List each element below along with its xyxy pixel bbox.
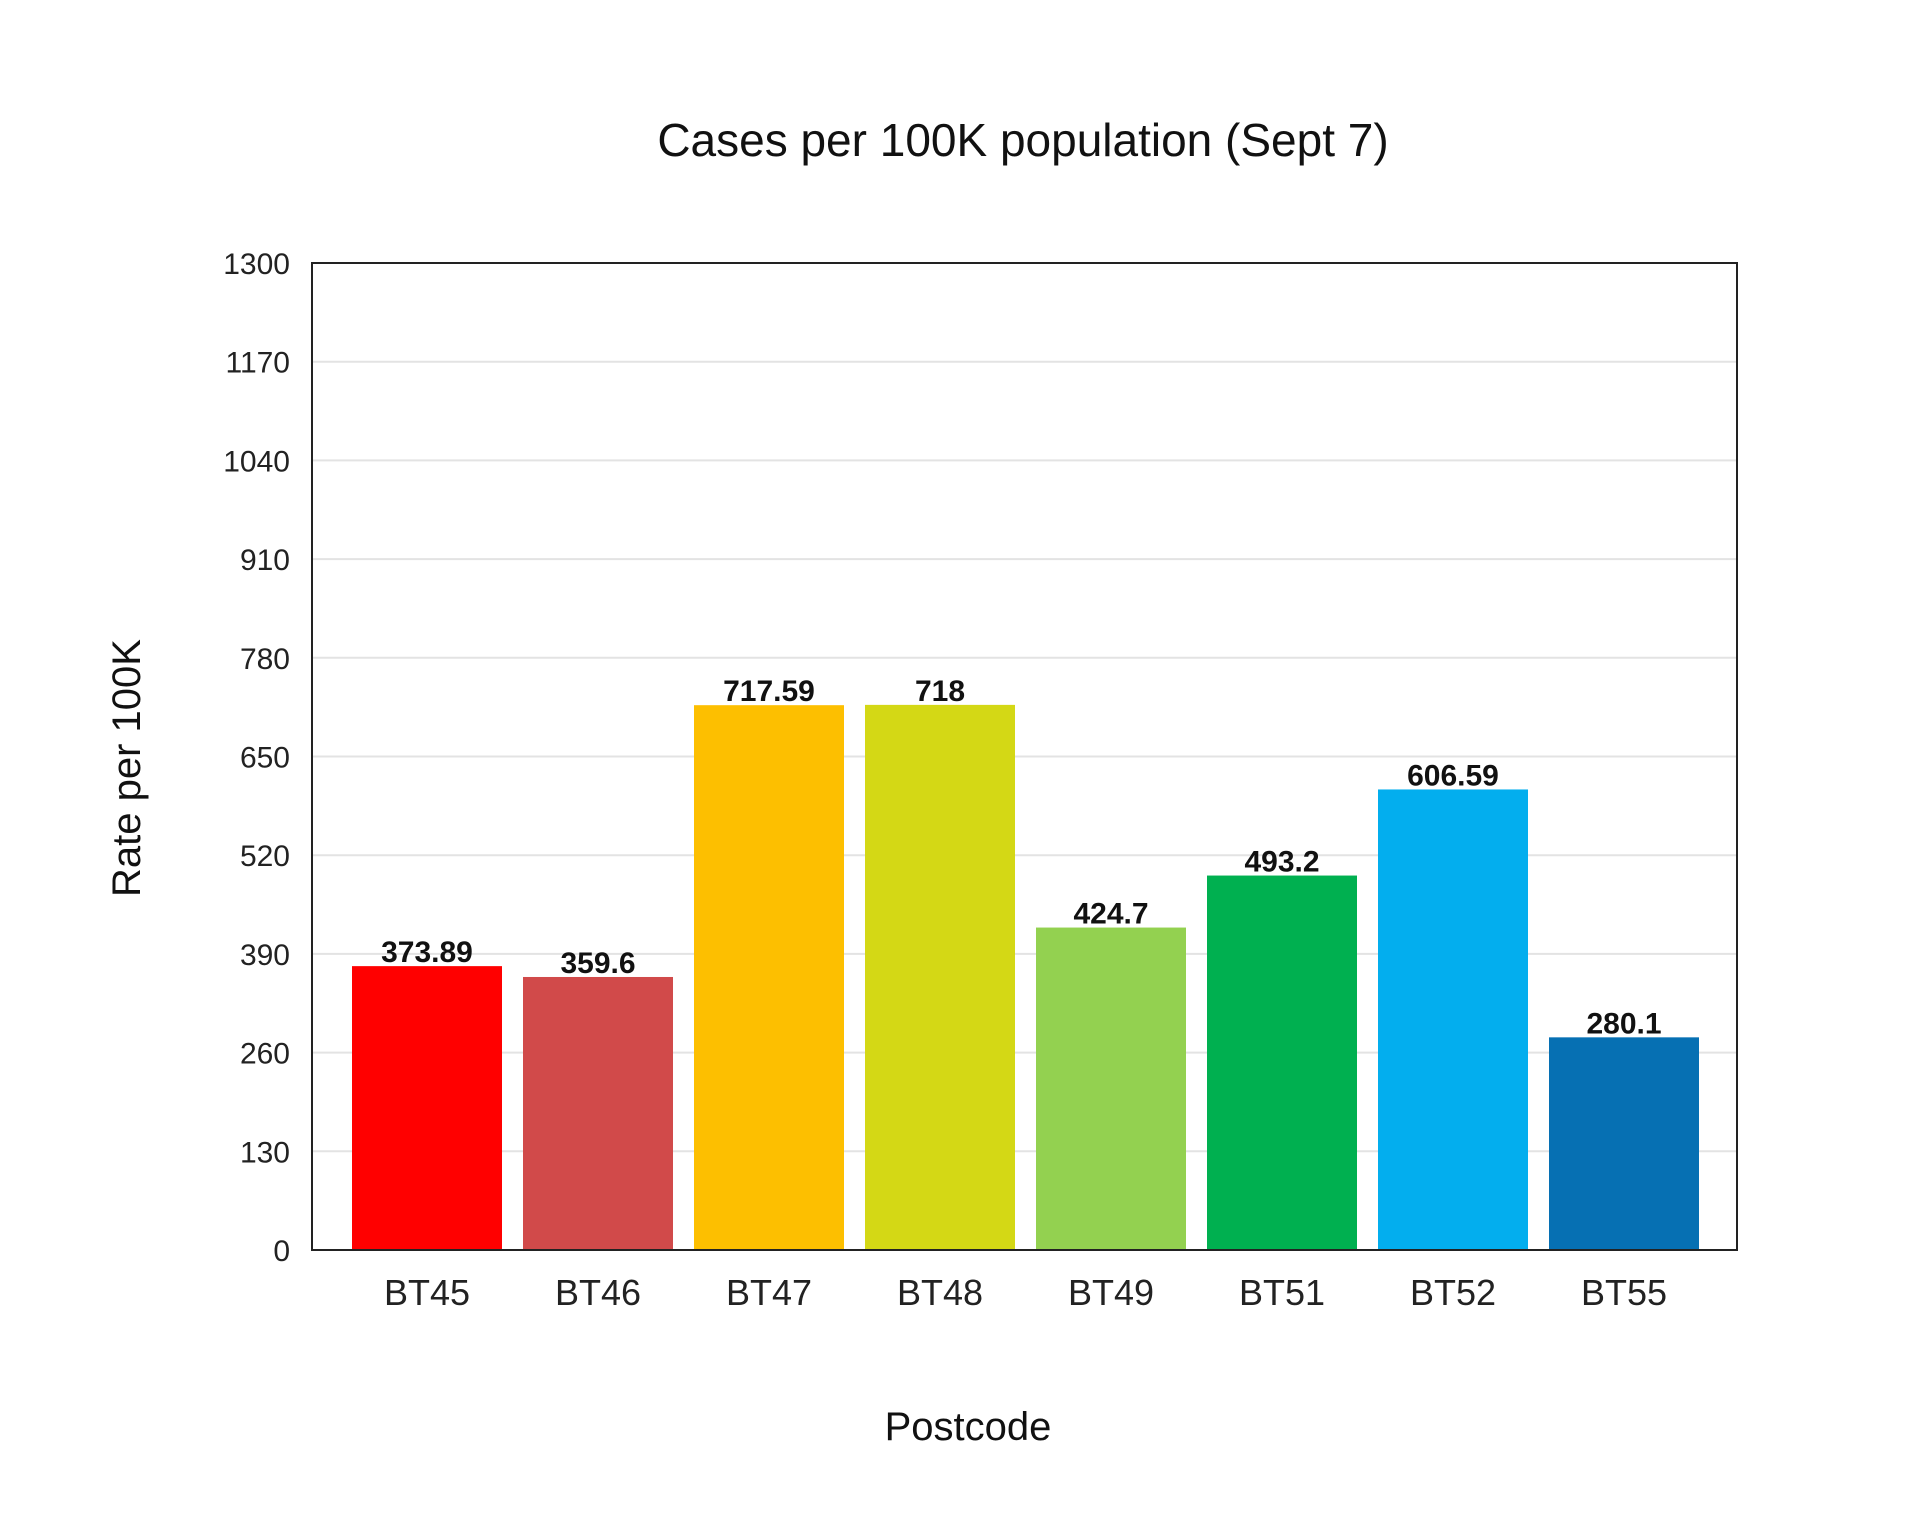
y-axis-title: Rate per 100K bbox=[105, 639, 149, 897]
data-label: 493.2 bbox=[1244, 846, 1319, 879]
y-tick-label: 910 bbox=[240, 544, 290, 577]
bar-bt49 bbox=[1036, 927, 1186, 1250]
bar-bt52 bbox=[1378, 789, 1528, 1250]
bar-bt55 bbox=[1549, 1037, 1699, 1250]
y-tick-label: 1300 bbox=[223, 248, 290, 281]
data-label: 606.59 bbox=[1407, 759, 1499, 792]
y-tick-label: 260 bbox=[240, 1038, 290, 1071]
bar-bt46 bbox=[523, 976, 673, 1250]
x-tick-label: BT49 bbox=[1068, 1272, 1154, 1313]
x-axis-ticks: BT45 BT46 BT47 BT48 BT49 BT51 BT52 BT55 bbox=[384, 1272, 1667, 1313]
y-tick-label: 520 bbox=[240, 840, 290, 873]
y-tick-label: 780 bbox=[240, 643, 290, 676]
bars bbox=[352, 704, 1699, 1250]
bar-bt47 bbox=[694, 705, 844, 1250]
x-tick-label: BT55 bbox=[1581, 1272, 1667, 1313]
plot-frame bbox=[311, 262, 1738, 1251]
chart-title: Cases per 100K population (Sept 7) bbox=[657, 114, 1388, 166]
x-tick-label: BT47 bbox=[726, 1272, 812, 1313]
y-tick-label: 1170 bbox=[225, 347, 290, 380]
x-tick-label: BT48 bbox=[897, 1272, 983, 1313]
data-label: 718 bbox=[915, 675, 965, 708]
data-label: 373.89 bbox=[381, 936, 473, 969]
data-labels: 373.89 359.6 717.59 718 424.7 493.2 606.59 280.… bbox=[381, 675, 1661, 1040]
y-tick-label: 390 bbox=[240, 939, 290, 972]
bar-bt51 bbox=[1207, 875, 1357, 1250]
x-tick-label: BT51 bbox=[1239, 1272, 1325, 1313]
x-tick-label: BT46 bbox=[555, 1272, 641, 1313]
y-tick-label: 1040 bbox=[223, 445, 290, 478]
y-tick-label: 130 bbox=[240, 1136, 290, 1169]
data-label: 359.6 bbox=[560, 947, 635, 980]
bar-bt45 bbox=[352, 966, 502, 1250]
y-tick-label: 650 bbox=[240, 742, 290, 775]
y-axis-ticks: 0 130 260 390 520 650 780 910 1040 1170 1300 bbox=[223, 248, 290, 1268]
data-label: 717.59 bbox=[723, 675, 815, 708]
x-tick-label: BT52 bbox=[1410, 1272, 1496, 1313]
x-axis-title: Postcode bbox=[885, 1405, 1052, 1449]
data-label: 424.7 bbox=[1073, 898, 1148, 931]
data-label: 280.1 bbox=[1586, 1007, 1661, 1040]
y-tick-label: 0 bbox=[273, 1235, 290, 1268]
x-tick-label: BT45 bbox=[384, 1272, 470, 1313]
bar-bt48 bbox=[865, 704, 1015, 1250]
